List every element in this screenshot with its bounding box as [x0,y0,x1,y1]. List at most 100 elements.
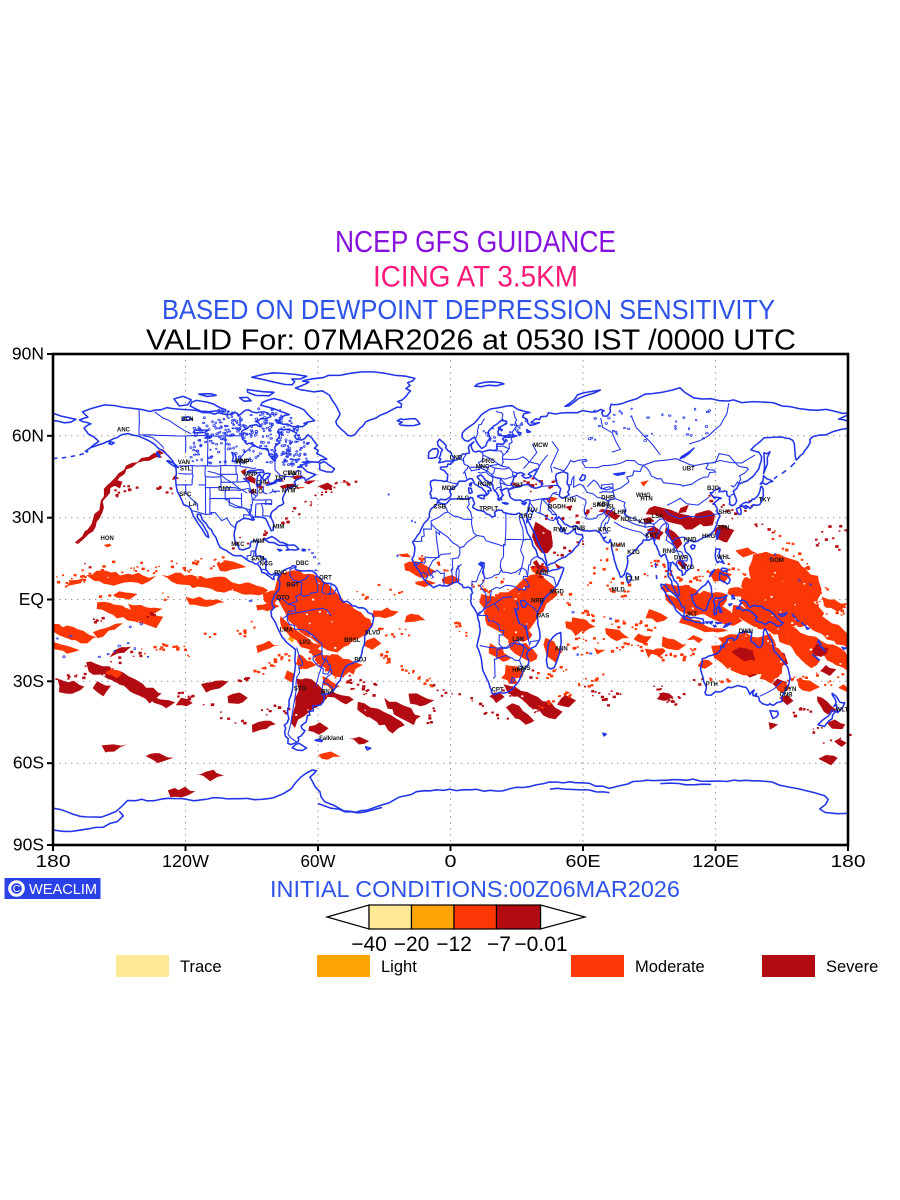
svg-text:HTN: HTN [640,497,652,503]
svg-text:LHR: LHR [614,510,627,516]
svg-text:MIM: MIM [253,539,265,545]
svg-text:MNC: MNC [476,465,490,471]
svg-text:KKT: KKT [645,533,658,539]
svg-text:LMA: LMA [280,628,294,634]
svg-text:MXC: MXC [231,542,245,548]
svg-text:NCG: NCG [260,562,274,568]
svg-text:Severe: Severe [826,958,878,976]
svg-text:90N: 90N [12,344,44,364]
svg-text:LPZ: LPZ [299,640,311,646]
svg-text:KZG: KZG [627,550,640,556]
svg-text:SFC: SFC [179,492,192,498]
svg-text:SAM: SAM [251,557,264,563]
svg-text:TRPLT: TRPLT [479,507,498,513]
svg-text:VAN: VAN [178,460,190,466]
svg-text:60W: 60W [301,851,336,871]
svg-text:60E: 60E [566,851,601,871]
svg-text:C: C [13,883,21,895]
svg-text:CMS: CMS [517,666,530,672]
svg-text:TLV: TLV [527,508,538,514]
svg-text:30S: 30S [13,671,44,691]
svg-text:JKT: JKT [686,612,698,618]
svg-text:EQ: EQ [19,589,44,609]
svg-text:PNC: PNC [274,570,287,576]
svg-text:HYG: HYG [681,565,694,571]
svg-text:DUB: DUB [572,526,586,532]
svg-text:120E: 120E [692,851,739,871]
svg-text:LA: LA [189,502,198,508]
svg-text:STL: STL [180,467,192,473]
svg-text:DHR: DHR [601,495,615,501]
svg-text:Trace: Trace [180,958,222,976]
svg-text:Light: Light [381,958,417,976]
svg-text:INITIAL CONDITIONS:00Z06MAR202: INITIAL CONDITIONS:00Z06MAR2026 [270,876,680,902]
svg-text:MNP: MNP [244,472,257,478]
svg-text:MUM: MUM [611,543,625,549]
svg-text:MLD: MLD [612,587,626,593]
svg-text:TKY: TKY [759,498,771,504]
svg-text:90S: 90S [13,835,44,855]
svg-text:BNA: BNA [321,689,335,695]
svg-text:GOM: GOM [770,558,784,564]
svg-text:ISL: ISL [606,505,616,511]
svg-text:60N: 60N [12,425,44,445]
svg-text:RNG: RNG [663,549,677,555]
svg-text:MIM: MIM [273,525,285,531]
svg-text:NYM: NYM [282,489,295,495]
svg-text:WNP: WNP [235,459,249,465]
svg-text:CRO: CRO [519,514,533,520]
svg-text:SLO: SLO [251,490,264,496]
svg-text:RYW: RYW [553,528,567,534]
svg-text:HON: HON [101,536,114,542]
svg-text:HND: HND [684,538,698,544]
svg-text:KBE: KBE [597,502,610,508]
svg-text:VALID For: 07MAR2026 at 0530 I: VALID For: 07MAR2026 at 0530 IST /0000 U… [146,325,796,357]
svg-text:WHL: WHL [717,555,731,561]
svg-text:30N: 30N [12,507,44,527]
svg-text:Falkland: Falkland [319,736,344,742]
svg-text:THN: THN [564,498,576,504]
svg-text:STO: STO [294,686,307,692]
svg-text:SLVD: SLVD [365,630,381,636]
svg-text:HPR: HPR [512,668,525,674]
svg-text:NCEP GFS GUIDANCE: NCEP GFS GUIDANCE [335,225,616,259]
svg-text:NRB: NRB [531,599,545,605]
svg-text:0: 0 [445,851,457,871]
svg-text:BGDH: BGDH [548,504,566,510]
svg-text:−0.01: −0.01 [514,933,567,956]
svg-text:HKG: HKG [702,534,716,540]
svg-text:DNV: DNV [218,487,231,493]
svg-text:ORT: ORT [319,576,332,582]
svg-text:DLN: DLN [181,417,193,423]
svg-text:RDJ: RDJ [354,657,366,663]
svg-text:MNT: MNT [288,471,301,477]
svg-text:Moderate: Moderate [635,958,705,976]
svg-text:SRG: SRG [593,503,606,509]
svg-text:CTW: CTW [283,471,297,477]
svg-text:ALG: ALG [457,496,470,502]
svg-text:DAS: DAS [537,614,550,620]
svg-text:TPN: TPN [717,526,729,532]
svg-text:60S: 60S [13,753,44,773]
svg-text:LSK: LSK [512,637,525,643]
svg-text:−12: −12 [436,933,472,956]
svg-text:MDD: MDD [442,486,456,492]
svg-text:WNP: WNP [236,459,250,465]
svg-text:WEACLIM: WEACLIM [29,882,97,898]
svg-text:QTO: QTO [277,596,290,602]
svg-text:IST: IST [514,483,524,489]
svg-text:KRC: KRC [598,527,612,533]
svg-text:CHI: CHI [256,480,267,486]
svg-text:CNB: CNB [780,692,794,698]
svg-text:CPT: CPT [492,687,504,693]
svg-text:MCW: MCW [533,443,548,449]
svg-text:ICING AT 3.5KM: ICING AT 3.5KM [373,261,578,294]
svg-text:CLM: CLM [627,576,640,582]
svg-text:180: 180 [831,851,866,871]
svg-text:PRG: PRG [482,459,495,465]
svg-text:BASED ON DEWPOINT DEPRESSION S: BASED ON DEWPOINT DEPRESSION SENSITIVITY [162,294,775,325]
svg-text:SHG: SHG [718,510,731,516]
svg-text:NDLS: NDLS [621,517,637,523]
svg-text:ADB: ADB [536,570,550,576]
svg-text:BJG: BJG [707,486,720,492]
